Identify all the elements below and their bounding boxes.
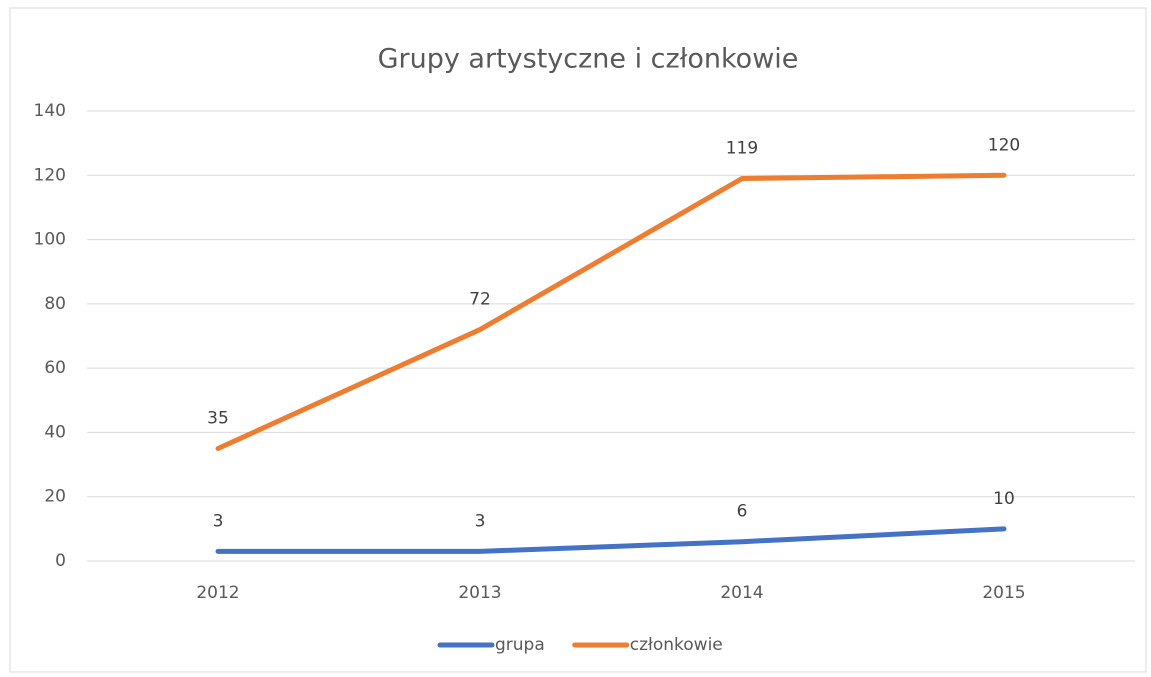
data-label: 10 bbox=[993, 489, 1015, 509]
y-tick-label: 0 bbox=[55, 551, 66, 571]
x-tick-label: 2015 bbox=[982, 583, 1025, 603]
legend-label: grupa bbox=[495, 635, 545, 655]
y-tick-label: 120 bbox=[34, 165, 66, 185]
data-label: 72 bbox=[469, 290, 491, 310]
legend-label: członkowie bbox=[630, 635, 723, 655]
data-label: 6 bbox=[737, 502, 748, 522]
data-label: 3 bbox=[213, 511, 224, 531]
y-tick-label: 60 bbox=[44, 358, 66, 378]
y-tick-label: 100 bbox=[34, 230, 66, 250]
y-tick-label: 20 bbox=[44, 487, 66, 507]
chart-title: Grupy artystyczne i członkowie bbox=[378, 44, 799, 75]
x-tick-label: 2012 bbox=[196, 583, 239, 603]
series-line bbox=[215, 526, 1007, 554]
data-label: 119 bbox=[726, 139, 758, 159]
y-tick-label: 80 bbox=[44, 294, 66, 314]
series-line bbox=[215, 172, 1007, 451]
data-label: 3 bbox=[475, 511, 486, 531]
y-tick-label: 40 bbox=[44, 422, 66, 442]
data-label: 35 bbox=[207, 409, 229, 429]
y-tick-label: 140 bbox=[34, 101, 66, 121]
chart-border bbox=[9, 7, 1147, 673]
data-label: 120 bbox=[988, 135, 1020, 155]
x-tick-label: 2013 bbox=[458, 583, 501, 603]
x-tick-label: 2014 bbox=[720, 583, 763, 603]
